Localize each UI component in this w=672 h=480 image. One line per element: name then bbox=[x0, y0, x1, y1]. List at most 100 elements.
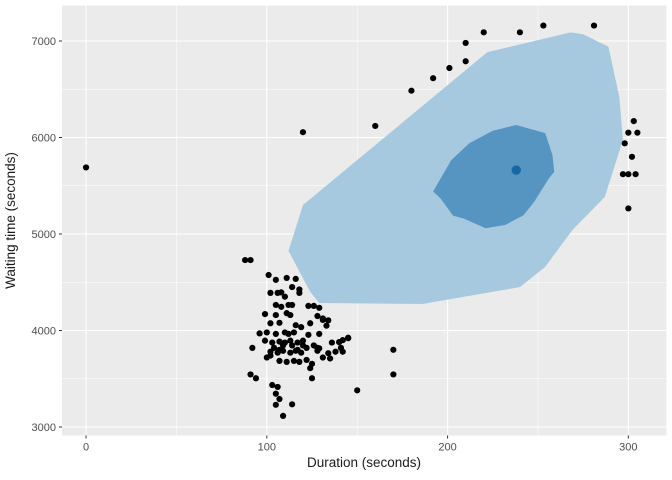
data-point bbox=[319, 354, 326, 361]
data-point bbox=[247, 371, 254, 378]
data-point bbox=[390, 346, 397, 353]
data-point bbox=[276, 357, 283, 365]
data-point bbox=[305, 331, 312, 338]
data-point bbox=[274, 383, 281, 391]
data-point bbox=[278, 303, 285, 310]
data-point bbox=[354, 387, 361, 394]
bagplot-layers bbox=[288, 32, 623, 304]
data-point bbox=[630, 118, 637, 125]
data-point bbox=[261, 337, 269, 344]
x-tick-label: 300 bbox=[619, 442, 637, 454]
data-point bbox=[303, 344, 310, 351]
data-point bbox=[590, 22, 598, 29]
data-point bbox=[289, 301, 296, 309]
data-point bbox=[303, 356, 310, 364]
data-point bbox=[299, 337, 307, 344]
data-point bbox=[408, 87, 415, 94]
data-point bbox=[252, 375, 260, 382]
data-point bbox=[267, 289, 274, 296]
data-point bbox=[283, 358, 290, 365]
data-point bbox=[294, 339, 301, 346]
data-point bbox=[625, 171, 632, 178]
bagplot-center-point bbox=[511, 165, 521, 175]
y-tick-label: 5000 bbox=[32, 229, 56, 241]
data-point bbox=[632, 171, 639, 178]
data-point bbox=[292, 275, 299, 282]
data-point bbox=[267, 320, 274, 327]
data-point bbox=[332, 348, 339, 355]
scatter-points bbox=[82, 22, 641, 420]
data-point bbox=[316, 345, 323, 352]
data-point bbox=[263, 329, 270, 336]
data-point bbox=[287, 349, 294, 356]
data-point bbox=[307, 320, 314, 327]
data-point bbox=[294, 346, 301, 353]
y-tick-label: 4000 bbox=[32, 326, 56, 338]
data-point bbox=[621, 140, 628, 147]
data-point bbox=[634, 129, 641, 136]
data-point bbox=[540, 22, 547, 29]
data-point bbox=[82, 164, 90, 171]
data-point bbox=[272, 301, 279, 309]
data-point bbox=[516, 29, 523, 36]
data-point bbox=[272, 311, 279, 319]
data-point bbox=[308, 375, 316, 382]
data-point bbox=[279, 412, 287, 420]
data-point bbox=[242, 256, 249, 264]
data-point bbox=[276, 319, 283, 326]
data-point bbox=[249, 344, 256, 351]
data-point bbox=[316, 304, 323, 311]
data-point bbox=[269, 381, 276, 389]
x-tick-label: 200 bbox=[438, 442, 456, 454]
data-point bbox=[289, 283, 296, 291]
data-point bbox=[328, 339, 335, 346]
axis-ticks-and-labels: 0 100 200 300 3000 4000 5000 6000 7000 bbox=[32, 36, 638, 453]
data-point bbox=[430, 75, 437, 82]
data-point bbox=[310, 302, 317, 310]
data-point bbox=[292, 322, 299, 329]
data-point bbox=[316, 330, 323, 337]
data-point bbox=[336, 338, 343, 346]
data-point bbox=[285, 330, 292, 337]
data-point bbox=[279, 342, 287, 349]
data-point bbox=[462, 58, 469, 65]
data-point bbox=[305, 302, 312, 310]
data-point bbox=[619, 171, 627, 178]
x-tick-label: 0 bbox=[83, 442, 89, 454]
data-point bbox=[247, 256, 254, 264]
x-tick-label: 100 bbox=[258, 442, 276, 454]
data-point bbox=[480, 29, 487, 36]
data-point bbox=[265, 271, 272, 279]
data-point bbox=[299, 129, 307, 136]
data-point bbox=[446, 64, 453, 72]
data-point bbox=[270, 344, 278, 351]
data-point bbox=[307, 365, 314, 372]
data-point bbox=[283, 274, 290, 282]
data-point bbox=[276, 395, 283, 403]
data-point bbox=[314, 312, 321, 320]
data-point bbox=[326, 355, 334, 362]
data-point bbox=[298, 324, 305, 331]
data-point bbox=[289, 342, 296, 349]
data-point bbox=[261, 311, 269, 318]
data-point bbox=[289, 401, 296, 408]
data-point bbox=[267, 352, 274, 359]
data-point bbox=[272, 401, 279, 408]
data-point bbox=[625, 129, 632, 136]
data-point bbox=[345, 335, 352, 342]
data-point bbox=[272, 390, 279, 397]
data-point bbox=[287, 311, 294, 319]
data-point bbox=[339, 348, 346, 355]
data-point bbox=[290, 329, 298, 336]
y-axis-title: Waiting time (seconds) bbox=[3, 152, 18, 289]
data-point bbox=[276, 346, 283, 353]
data-point bbox=[625, 205, 632, 212]
x-axis-title: Duration (seconds) bbox=[307, 455, 421, 470]
data-point bbox=[296, 289, 303, 296]
data-point bbox=[287, 337, 294, 344]
data-point bbox=[256, 330, 263, 337]
data-point bbox=[290, 357, 298, 365]
y-tick-label: 6000 bbox=[32, 133, 56, 145]
